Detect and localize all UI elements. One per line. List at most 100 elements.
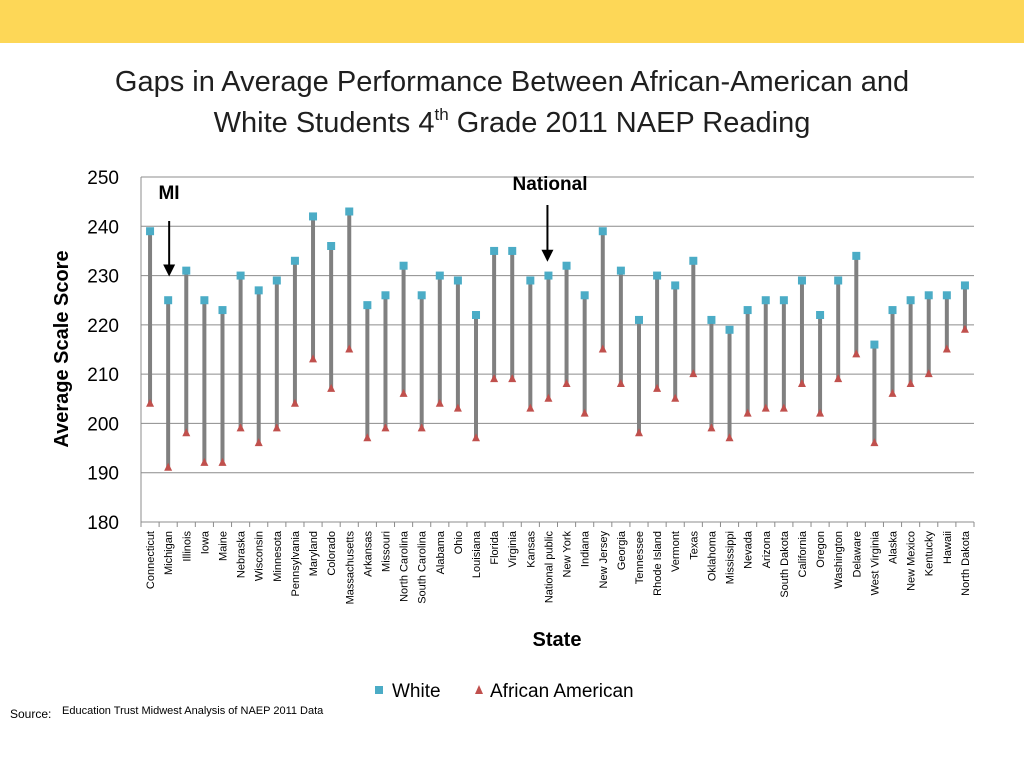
african-american-marker	[580, 408, 589, 417]
white-marker	[924, 291, 933, 300]
white-marker	[453, 276, 462, 285]
x-category-label: Tennessee	[634, 531, 646, 584]
x-category-label: Mississippi	[725, 531, 737, 584]
african-american-marker	[309, 354, 318, 363]
legend-white-marker	[375, 686, 383, 694]
x-category-label: Kentucky	[924, 531, 936, 577]
national-arrowhead	[541, 249, 554, 262]
african-american-marker	[490, 374, 499, 383]
white-marker	[598, 227, 607, 236]
y-tick-label: 200	[87, 414, 119, 435]
x-category-label: New Mexico	[906, 531, 918, 591]
african-american-marker	[942, 344, 951, 353]
white-marker	[254, 286, 263, 295]
x-category-label: Alaska	[888, 530, 900, 564]
white-marker	[345, 207, 354, 216]
legend-white-label: White	[392, 681, 441, 702]
white-marker	[182, 266, 191, 275]
african-american-marker	[634, 428, 643, 437]
african-american-marker	[671, 393, 680, 402]
y-axis-title: Average Scale Score	[51, 250, 73, 447]
x-category-label: Oklahoma	[706, 530, 718, 581]
x-category-label: Florida	[489, 530, 501, 565]
white-marker	[761, 296, 770, 305]
white-marker	[689, 256, 698, 265]
mi-arrowhead	[163, 264, 176, 277]
x-category-label: Iowa	[199, 530, 211, 554]
white-marker	[816, 311, 825, 319]
x-category-label: New York	[562, 531, 574, 578]
source-text: Education Trust Midwest Analysis of NAEP…	[62, 705, 324, 717]
national-annotation-label: National	[513, 174, 588, 195]
x-category-label: Wisconsin	[254, 531, 266, 581]
white-marker	[417, 291, 426, 300]
x-category-label: California	[797, 530, 809, 577]
white-marker	[309, 212, 318, 221]
african-american-marker	[689, 369, 698, 378]
african-american-marker	[345, 344, 354, 353]
white-marker	[725, 325, 734, 334]
white-marker	[508, 246, 517, 255]
african-american-marker	[816, 408, 825, 417]
x-category-label: Colorado	[326, 531, 338, 576]
x-category-label: North Carolina	[399, 530, 411, 602]
white-marker	[888, 306, 897, 315]
african-american-marker	[743, 408, 752, 417]
african-american-marker	[200, 457, 209, 466]
mi-annotation-label: MI	[158, 183, 179, 204]
y-tick-label: 210	[87, 365, 119, 386]
african-american-marker	[363, 433, 372, 442]
x-category-label: Louisiana	[471, 530, 483, 578]
x-category-label: Maine	[217, 531, 229, 561]
x-category-label: Pennsylvania	[290, 530, 302, 596]
y-tick-label: 190	[87, 464, 119, 485]
african-american-marker	[960, 324, 969, 333]
title-line-2-start: White Students 4	[213, 107, 435, 139]
african-american-marker	[218, 457, 227, 466]
x-category-label: Missouri	[380, 531, 392, 572]
african-american-marker	[526, 403, 535, 412]
white-marker	[399, 261, 408, 270]
african-american-marker	[290, 398, 299, 407]
x-category-label: Virginia	[507, 530, 519, 567]
x-category-label: Washington	[833, 531, 845, 589]
x-category-label: Ohio	[453, 531, 465, 554]
african-american-marker	[725, 433, 734, 442]
african-american-marker	[417, 423, 426, 432]
x-category-label: Massachusetts	[344, 531, 356, 605]
x-category-label: Delaware	[851, 531, 863, 577]
white-marker	[490, 246, 499, 255]
african-american-marker	[870, 438, 879, 447]
african-american-marker	[381, 423, 390, 432]
african-american-marker	[272, 423, 281, 432]
white-marker	[363, 301, 372, 310]
x-category-label: Illinois	[181, 531, 193, 562]
african-american-marker	[182, 428, 191, 437]
x-category-label: Nevada	[743, 530, 755, 569]
white-marker	[634, 315, 643, 324]
african-american-marker	[508, 374, 517, 383]
x-category-label: Connecticut	[145, 531, 157, 589]
x-category-label: Hawaii	[942, 531, 954, 564]
white-marker	[381, 291, 390, 300]
african-american-marker	[236, 423, 245, 432]
x-category-label: Indiana	[580, 530, 592, 567]
white-marker	[562, 261, 571, 270]
african-american-marker	[453, 403, 462, 412]
title-line-2-end: Grade 2011 NAEP Reading	[448, 107, 811, 139]
african-american-marker	[544, 393, 553, 402]
white-marker	[236, 271, 245, 280]
white-marker	[942, 291, 951, 300]
african-american-marker	[146, 398, 155, 407]
x-category-label: South Carolina	[417, 530, 429, 604]
y-tick-label: 240	[87, 217, 119, 238]
white-marker	[797, 276, 806, 285]
x-category-label: Georgia	[616, 530, 628, 570]
white-marker	[327, 242, 336, 250]
white-marker	[707, 315, 716, 324]
x-category-label: Vermont	[670, 531, 682, 572]
title-line-2: White Students 4th Grade 2011 NAEP Readi…	[0, 103, 1024, 144]
african-american-marker	[598, 344, 607, 353]
african-american-marker	[852, 349, 861, 358]
white-marker	[743, 306, 752, 315]
